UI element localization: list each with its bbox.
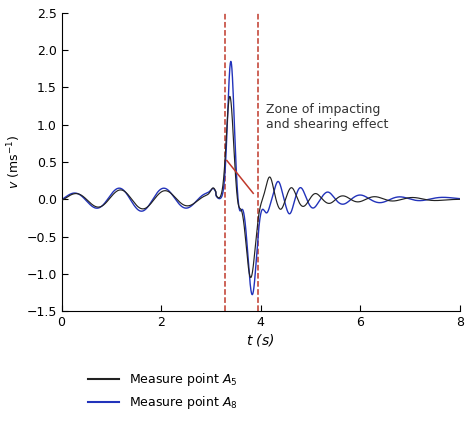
Legend: Measure point $A_5$, Measure point $A_8$: Measure point $A_5$, Measure point $A_8$ (88, 371, 238, 411)
Y-axis label: $v$ (ms$^{-1}$): $v$ (ms$^{-1}$) (6, 135, 24, 189)
Text: Zone of impacting
and shearing effect: Zone of impacting and shearing effect (265, 103, 388, 131)
X-axis label: $t$ (s): $t$ (s) (246, 332, 275, 348)
